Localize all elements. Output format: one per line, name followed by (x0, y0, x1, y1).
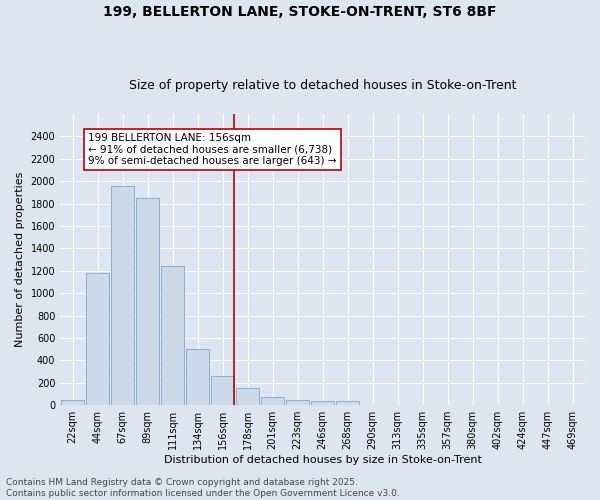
Bar (136, 198, 159, 405)
Text: Contains HM Land Registry data © Crown copyright and database right 2025.
Contai: Contains HM Land Registry data © Crown c… (6, 478, 400, 498)
Bar (311, 400, 334, 405)
Bar (262, 397, 284, 405)
Bar (112, 186, 134, 405)
Text: 199 BELLERTON LANE: 156sqm
← 91% of detached houses are smaller (6,738)
9% of se: 199 BELLERTON LANE: 156sqm ← 91% of deta… (88, 133, 337, 166)
Bar (286, 400, 309, 405)
X-axis label: Distribution of detached houses by size in Stoke-on-Trent: Distribution of detached houses by size … (164, 455, 482, 465)
Bar (86, 273, 109, 405)
Bar (61, 400, 84, 405)
Bar (161, 266, 184, 405)
Text: 199, BELLERTON LANE, STOKE-ON-TRENT, ST6 8BF: 199, BELLERTON LANE, STOKE-ON-TRENT, ST6… (103, 5, 497, 19)
Bar (211, 376, 234, 405)
Bar (187, 349, 209, 405)
Bar (337, 402, 359, 405)
Y-axis label: Number of detached properties: Number of detached properties (15, 172, 25, 348)
Title: Size of property relative to detached houses in Stoke-on-Trent: Size of property relative to detached ho… (129, 79, 517, 92)
Bar (236, 388, 259, 405)
